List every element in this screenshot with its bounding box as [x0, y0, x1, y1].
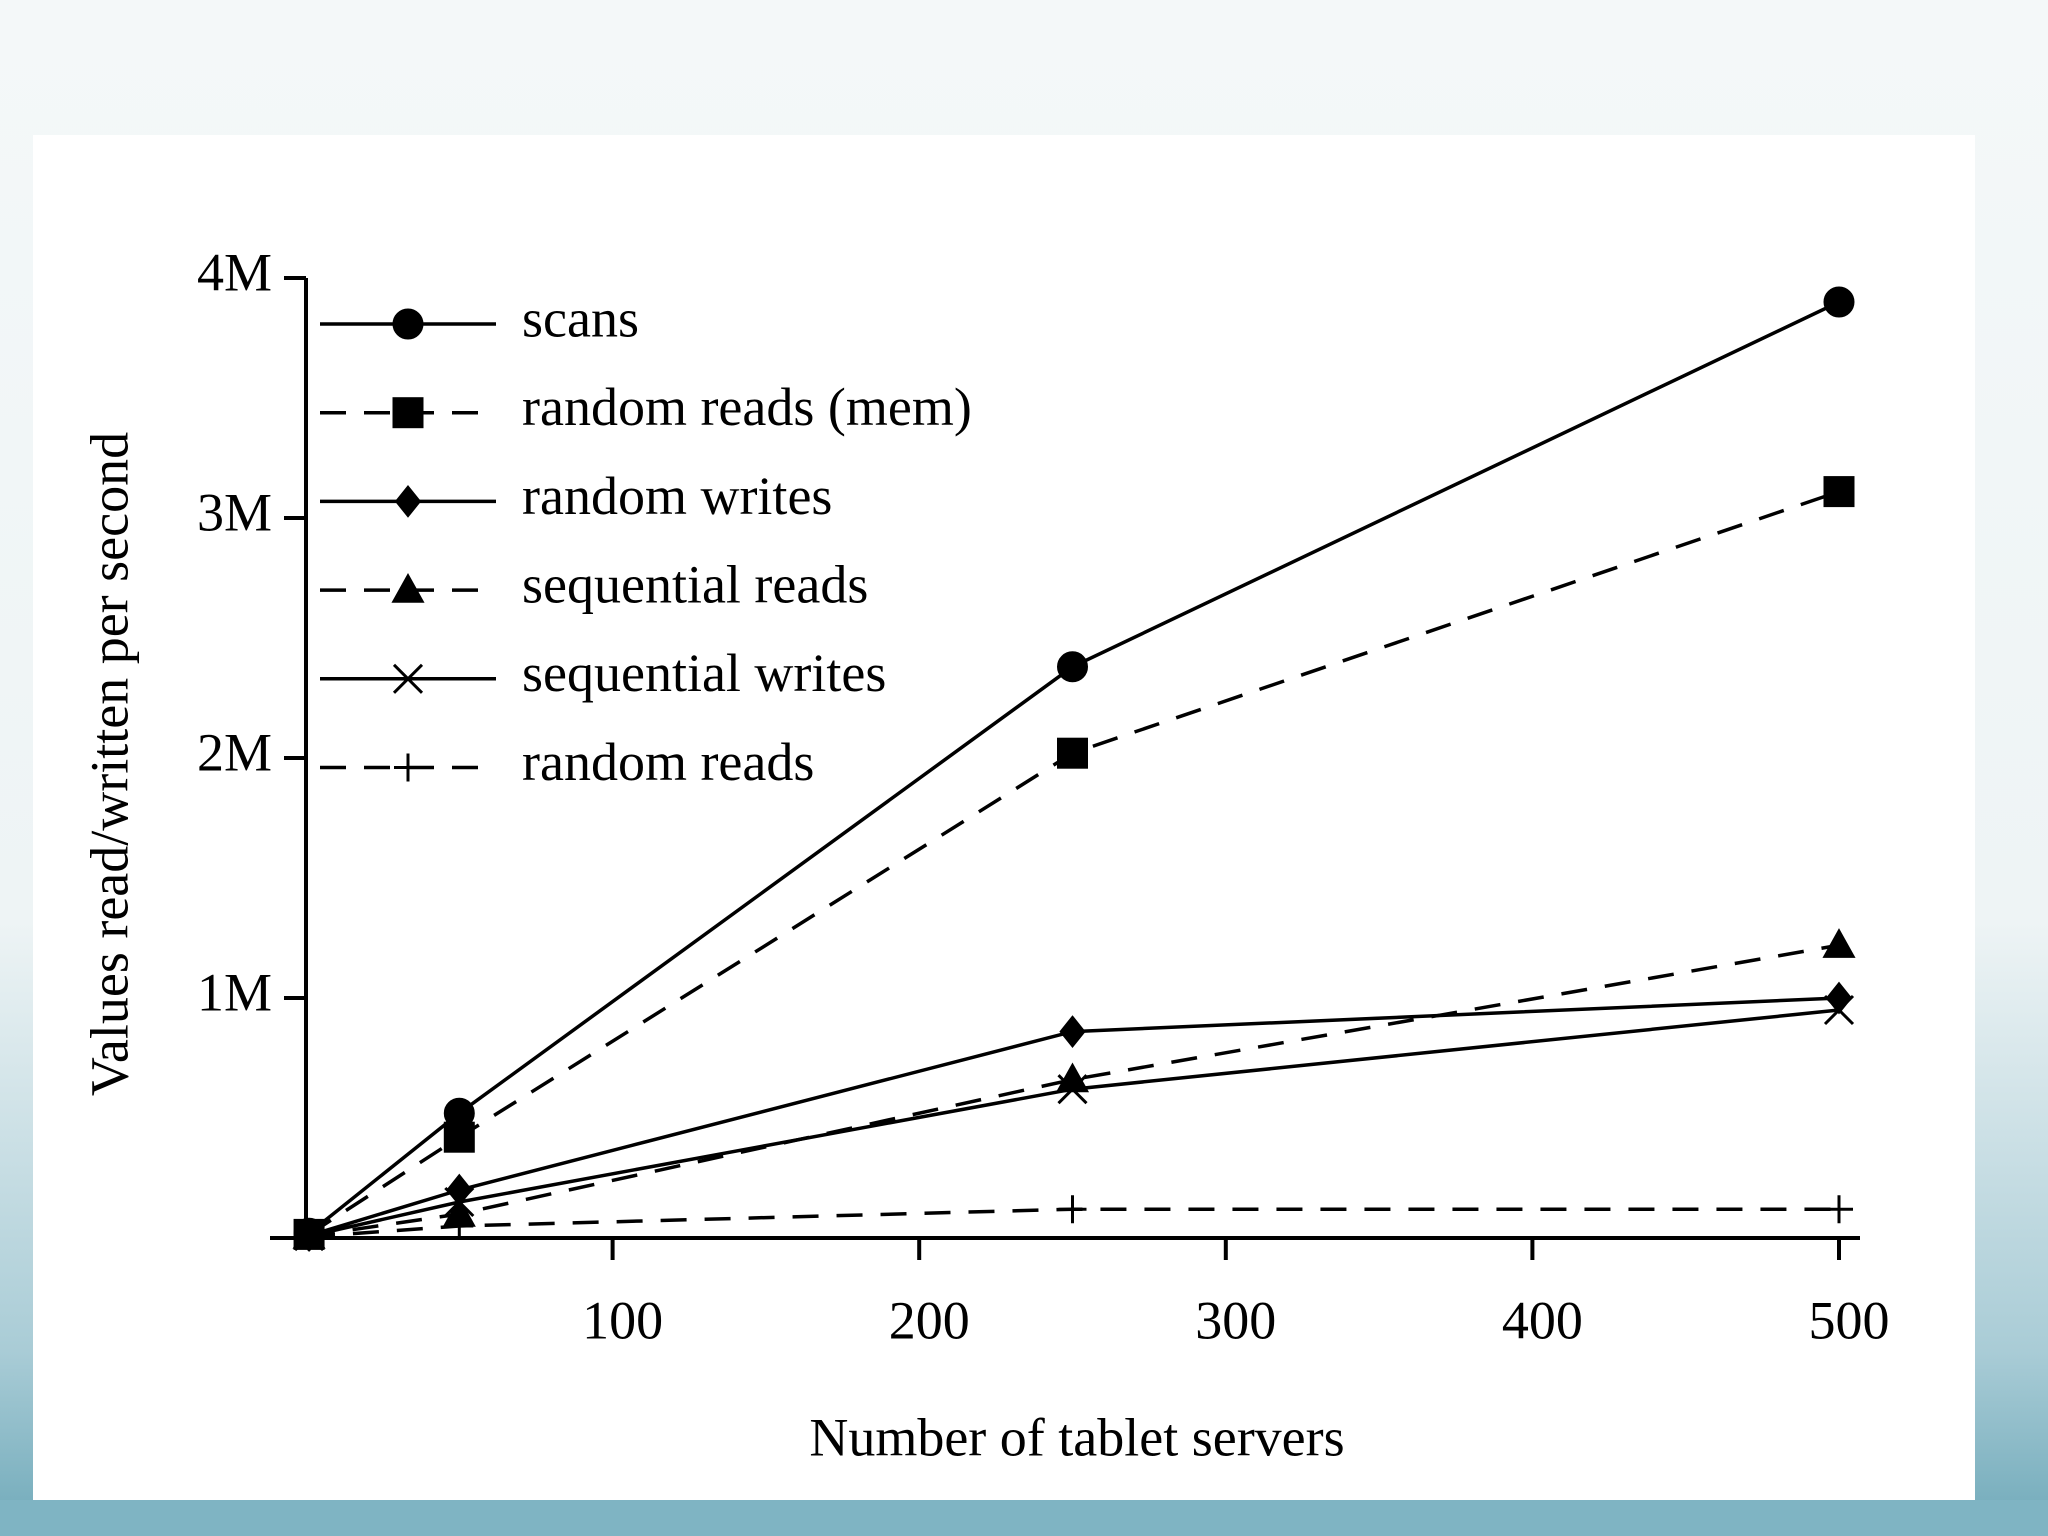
y-axis-title: Values read/written per second	[79, 432, 139, 1096]
point	[1822, 928, 1856, 958]
point	[1058, 1195, 1087, 1224]
point	[443, 1121, 475, 1153]
y-tick-label: 1M	[197, 962, 272, 1022]
legend-marker	[392, 397, 424, 429]
legend-label: sequential reads	[522, 554, 868, 614]
x-axis-title: Number of tablet servers	[809, 1407, 1344, 1467]
x-tick-label: 200	[889, 1290, 970, 1350]
panel	[33, 135, 1975, 1500]
y-tick-label: 3M	[197, 482, 272, 542]
legend-label: sequential writes	[522, 643, 886, 703]
x-tick-label: 500	[1809, 1290, 1890, 1350]
point	[295, 1222, 324, 1251]
legend-marker	[392, 663, 424, 694]
legend-marker	[394, 484, 422, 518]
x-tick-label: 100	[582, 1290, 663, 1350]
series-line	[308, 489, 1840, 1236]
x-tick-label: 400	[1502, 1290, 1583, 1350]
point	[1059, 1015, 1086, 1049]
y-tick-label: 4M	[197, 242, 272, 302]
legend-label: random writes	[522, 466, 832, 526]
point	[1057, 1074, 1088, 1105]
series-line	[308, 1207, 1839, 1239]
series-line	[308, 1008, 1840, 1238]
point	[1057, 737, 1088, 769]
legend-label: random reads	[522, 732, 814, 792]
legend-marker	[391, 573, 425, 603]
point	[445, 1212, 474, 1240]
bottom-band	[0, 1500, 2048, 1536]
point	[444, 1186, 475, 1218]
point	[1057, 651, 1088, 683]
legend-marker	[394, 753, 422, 782]
legend-label: scans	[522, 288, 639, 348]
legend-label: random reads (mem)	[522, 377, 972, 437]
legend-marker	[392, 308, 424, 340]
point	[1825, 1195, 1853, 1224]
point	[1823, 476, 1855, 508]
x-tick-label: 300	[1195, 1290, 1276, 1350]
point	[1823, 994, 1855, 1026]
y-tick-label: 2M	[197, 722, 272, 782]
point	[1823, 286, 1855, 318]
series-line	[308, 996, 1840, 1238]
series-line	[307, 300, 1840, 1235]
